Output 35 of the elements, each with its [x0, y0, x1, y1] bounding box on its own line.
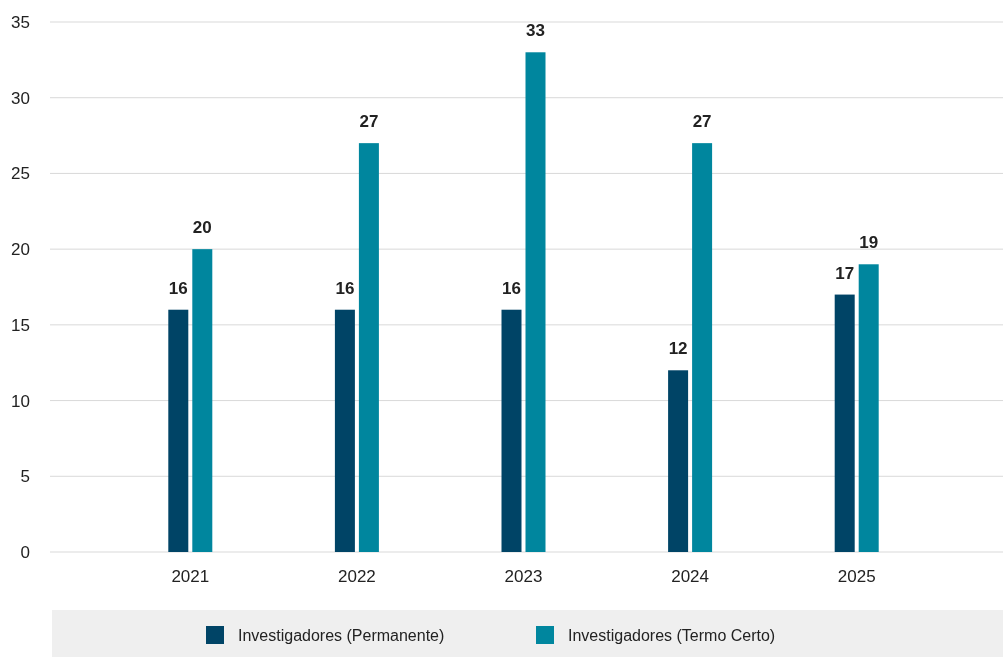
bar: [501, 309, 522, 552]
data-label: 33: [526, 21, 545, 41]
data-label: 12: [668, 339, 688, 359]
data-label: 17: [835, 263, 855, 283]
bar: [692, 143, 713, 552]
y-tick-label: 20: [11, 240, 30, 260]
x-tick-label: 2022: [337, 567, 376, 586]
x-tick-label: 2024: [671, 567, 710, 586]
data-label: 27: [692, 112, 712, 132]
x-tick-label: 2021: [171, 567, 210, 586]
bar: [525, 52, 546, 552]
data-label: 19: [859, 233, 879, 253]
y-tick-label: 15: [11, 315, 30, 335]
x-tick-label: 2023: [504, 567, 543, 586]
bar: [334, 309, 355, 552]
bar: [668, 370, 689, 552]
y-tick-label: 35: [11, 12, 30, 32]
bar: [192, 249, 213, 552]
data-label: 16: [502, 278, 521, 298]
y-tick-label: 10: [11, 391, 30, 411]
data-label: 27: [359, 112, 379, 132]
data-label: 20: [192, 218, 212, 238]
bar: [858, 264, 879, 552]
y-tick-label: 5: [20, 467, 30, 487]
bar: [168, 309, 189, 552]
data-label: 16: [335, 278, 355, 298]
bar: [358, 143, 379, 552]
legend-label: Investigadores (Permanente): [238, 626, 445, 644]
y-tick-label: 25: [11, 164, 30, 184]
x-tick-label: 2025: [837, 567, 876, 586]
legend-label: Investigadores (Termo Certo): [568, 626, 776, 644]
y-tick-label: 0: [20, 542, 30, 562]
data-label: 16: [168, 278, 188, 298]
bar: [834, 294, 855, 552]
y-tick-label: 30: [11, 88, 30, 108]
